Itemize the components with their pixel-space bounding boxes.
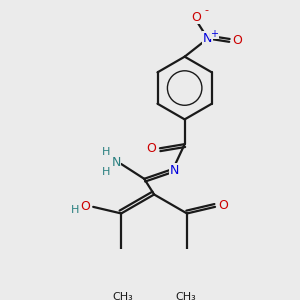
Text: O: O (147, 142, 157, 155)
Text: O: O (191, 11, 201, 24)
Text: -: - (204, 5, 208, 16)
Text: H: H (71, 205, 79, 215)
Text: O: O (218, 199, 228, 212)
Text: N: N (170, 164, 179, 177)
Text: N: N (203, 32, 212, 45)
Text: O: O (80, 200, 90, 213)
Text: +: + (210, 28, 218, 39)
Text: CH₃: CH₃ (112, 292, 133, 300)
Text: CH₃: CH₃ (175, 292, 196, 300)
Text: H: H (102, 167, 110, 177)
Text: H: H (102, 147, 110, 158)
Text: N: N (112, 156, 121, 169)
Text: O: O (232, 34, 242, 47)
